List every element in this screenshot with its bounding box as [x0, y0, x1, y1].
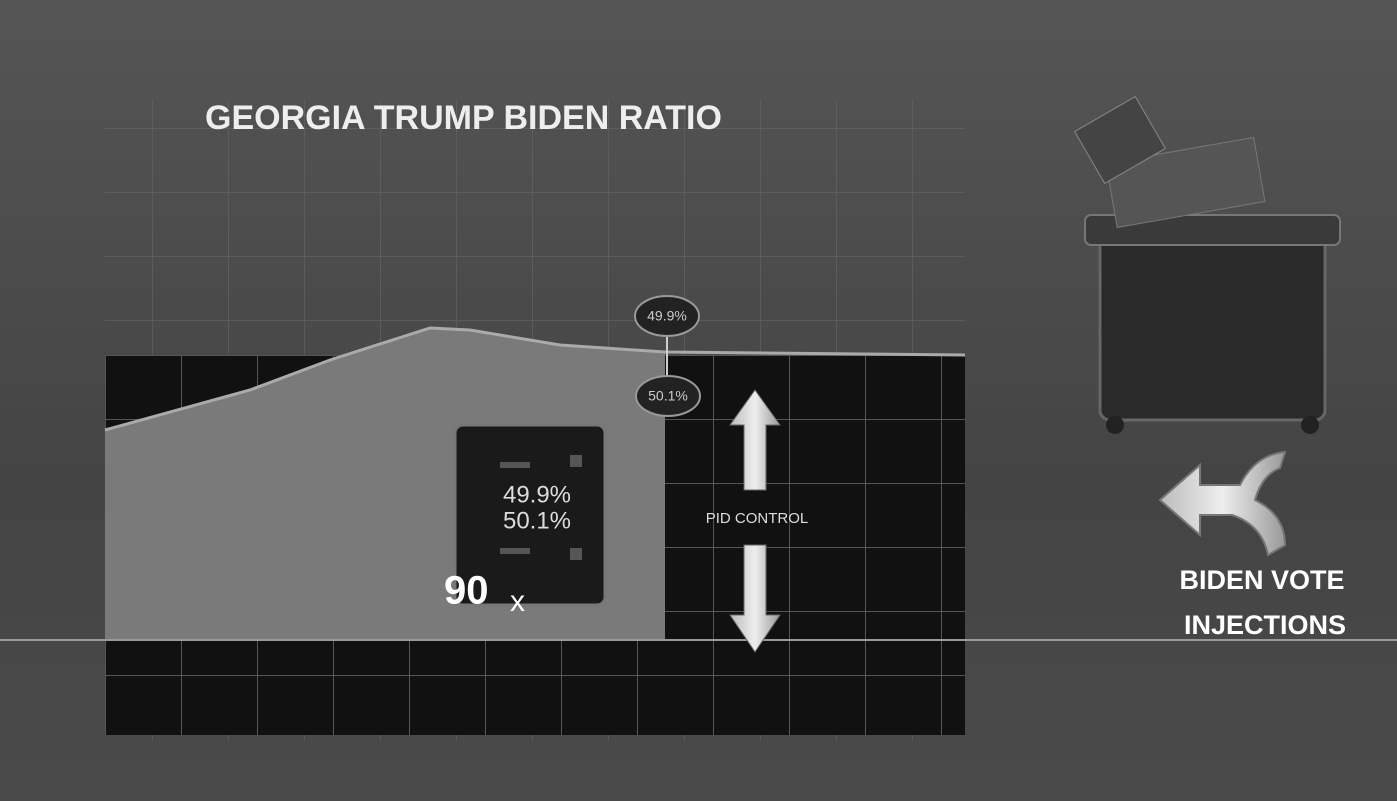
- ratio-line: [104, 326, 966, 432]
- injection-arrow: [1158, 450, 1287, 557]
- down-arrow: [729, 544, 781, 653]
- up-arrow: [729, 389, 781, 491]
- title: GEORGIA TRUMP BIDEN RATIO: [205, 99, 722, 137]
- marker-bubble: [635, 375, 701, 417]
- document-line: 50.1%: [503, 507, 571, 534]
- control-label: PID CONTROL: [706, 510, 809, 527]
- multiplier-unit: x: [510, 585, 525, 618]
- injections-label: INJECTIONS: [1184, 610, 1346, 640]
- marker-bubble: [634, 295, 700, 337]
- marker-label: 49.9%: [647, 308, 687, 324]
- multiplier: 90: [444, 569, 489, 613]
- document-icon: [453, 423, 607, 607]
- ballot-box: [1074, 95, 1341, 434]
- document-line: 49.9%: [503, 481, 571, 508]
- marker-label: 50.1%: [648, 388, 688, 404]
- injections-label: BIDEN VOTE: [1179, 565, 1344, 595]
